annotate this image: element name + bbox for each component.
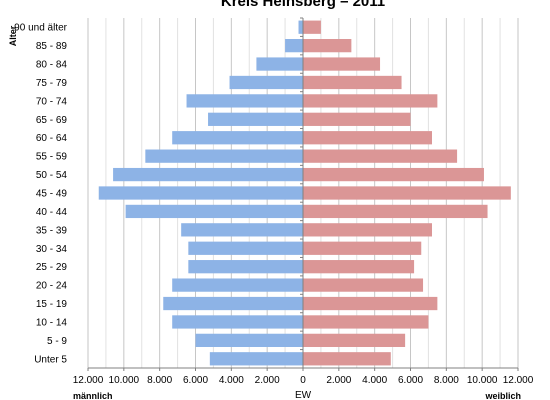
female-bar-9: [303, 186, 511, 200]
female-bar-18: [303, 352, 391, 366]
female-bar-8: [303, 167, 484, 182]
male-bar-7: [145, 149, 303, 163]
female-bar-11: [303, 223, 432, 237]
category-label: 55 - 59: [36, 152, 68, 163]
female-bar-15: [303, 296, 438, 311]
female-bar-10: [303, 204, 488, 219]
axes: 90 und älter 85 - 89 80 - 84 75 - 79 70 - 74…: [14, 17, 534, 386]
male-bar-13: [188, 260, 303, 274]
female-bar-1: [303, 39, 352, 53]
x-tick-label: 10.000: [109, 375, 140, 386]
male-bar-18: [209, 352, 303, 366]
male-bar-11: [181, 223, 303, 237]
female-label: weiblich: [484, 391, 521, 400]
category-label: 5 - 9: [47, 336, 67, 347]
category-label: 90 und älter: [14, 23, 67, 34]
male-bar-5: [208, 112, 303, 126]
male-label: männlich: [73, 391, 113, 400]
female-bar-5: [303, 112, 411, 126]
male-bar-3: [229, 75, 303, 90]
bars: [98, 20, 511, 366]
x-tick-label: 2.000: [255, 375, 280, 386]
male-bar-10: [125, 204, 303, 219]
female-bar-14: [303, 278, 424, 292]
female-bar-12: [303, 241, 422, 255]
x-tick-label: 8.000: [147, 375, 172, 386]
female-bar-13: [303, 260, 415, 274]
x-tick-label: 0: [300, 375, 306, 386]
x-tick-label: 8.000: [434, 375, 459, 386]
female-bar-4: [303, 94, 438, 108]
x-tick-label: 6.000: [398, 375, 423, 386]
male-bar-15: [163, 296, 303, 311]
female-bar-2: [303, 57, 381, 71]
category-label: 60 - 64: [36, 133, 68, 144]
category-label: 20 - 24: [36, 281, 68, 292]
male-bar-14: [172, 278, 303, 292]
category-label: 45 - 49: [36, 189, 68, 200]
category-label: 35 - 39: [36, 225, 68, 236]
category-label: 40 - 44: [36, 207, 68, 218]
category-label: 80 - 84: [36, 60, 68, 71]
female-bar-6: [303, 131, 432, 145]
male-bar-12: [188, 241, 303, 255]
male-bar-6: [172, 131, 303, 145]
male-bar-17: [195, 333, 303, 347]
category-label: Unter 5: [34, 354, 67, 365]
male-bar-8: [113, 167, 303, 182]
male-bar-2: [256, 57, 303, 71]
female-bar-16: [303, 315, 429, 329]
male-bar-1: [285, 39, 303, 53]
category-label: 70 - 74: [36, 96, 68, 107]
x-tick-label: 4.000: [219, 375, 244, 386]
male-bar-0: [298, 20, 303, 34]
category-label: 75 - 79: [36, 78, 68, 89]
female-bar-3: [303, 75, 402, 90]
x-tick-label: 12.000: [503, 375, 534, 386]
category-label: 50 - 54: [36, 170, 68, 181]
x-tick-label: 6.000: [183, 375, 208, 386]
x-axis-label: EW: [295, 390, 312, 400]
female-bar-17: [303, 333, 406, 347]
category-label: 30 - 34: [36, 244, 68, 255]
female-bar-0: [303, 20, 321, 34]
male-bar-9: [98, 186, 303, 200]
category-label: 25 - 29: [36, 262, 68, 273]
x-tick-label: 12.000: [73, 375, 104, 386]
x-tick-label: 10.000: [467, 375, 498, 386]
female-bar-7: [303, 149, 458, 163]
male-bar-4: [186, 94, 303, 108]
category-label: 15 - 19: [36, 299, 68, 310]
x-tick-label: 2.000: [326, 375, 351, 386]
chart-title: Kreis Heinsberg – 2011: [221, 0, 385, 10]
category-label: 65 - 69: [36, 115, 68, 126]
male-bar-16: [172, 315, 303, 329]
y-axis-label: Alter: [8, 25, 18, 46]
category-label: 10 - 14: [36, 317, 68, 328]
x-tick-label: 4.000: [362, 375, 387, 386]
category-label: 85 - 89: [36, 41, 68, 52]
